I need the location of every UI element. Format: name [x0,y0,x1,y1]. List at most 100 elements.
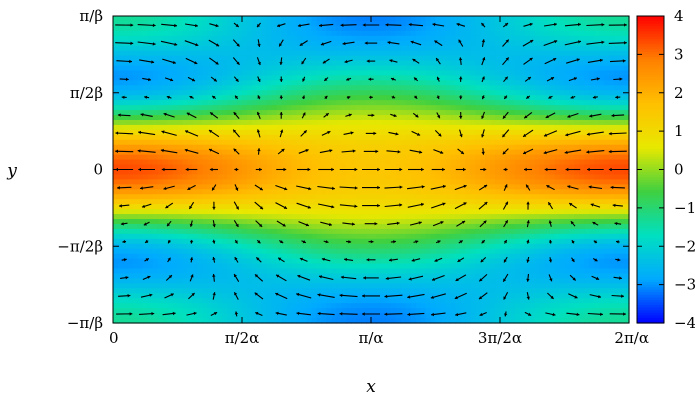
heatmap-cell [366,223,372,230]
heatmap-cell [544,214,551,220]
heatmap-cell [371,45,377,52]
heatmap-cell [192,45,198,52]
heatmap-cell [539,223,546,230]
heatmap-cell [539,90,546,96]
heatmap-cell [589,100,595,106]
heatmap-cell [440,55,447,62]
heatmap-cell [152,228,159,235]
heatmap-cell [122,134,129,141]
heatmap-cell [385,35,392,42]
heatmap-cell [465,16,471,22]
heatmap-cell [346,124,352,131]
heatmap-cell [544,194,551,200]
heatmap-cell [137,233,144,240]
heatmap-cell [281,40,288,47]
heatmap-cell [395,179,402,185]
heatmap-cell [132,243,139,250]
heatmap-cell [366,169,372,176]
heatmap-cell [266,20,273,27]
heatmap-cell [361,20,367,27]
heatmap-cell [172,209,179,215]
heatmap-cell [604,248,610,255]
heatmap-cell [113,253,119,260]
heatmap-cell [341,223,347,230]
heatmap-cell [410,20,417,27]
heatmap-cell [559,80,566,86]
heatmap-cell [609,95,615,101]
heatmap-cell [445,194,451,200]
heatmap-cell [490,174,496,180]
heatmap-cell [435,154,442,161]
heatmap-cell [485,179,491,185]
heatmap-cell [604,209,610,215]
heatmap-cell [534,115,541,121]
heatmap-cell [162,169,169,176]
heatmap-cell [624,233,630,240]
heatmap-cell [326,119,332,126]
heatmap-cell [157,115,164,121]
heatmap-cell [261,40,268,47]
heatmap-cell [281,164,288,171]
heatmap-cell [509,194,516,200]
heatmap-cell [127,65,134,72]
heatmap-cell [385,174,392,180]
heatmap-cell [594,154,600,161]
heatmap-cell [554,110,561,116]
heatmap-cell [584,105,590,111]
heatmap-cell [117,119,124,126]
heatmap-cell [137,184,144,190]
heatmap-cell [276,35,283,42]
heatmap-cell [559,110,566,116]
heatmap-cell [524,243,531,250]
heatmap-cell [579,174,585,180]
heatmap-cell [440,70,447,77]
heatmap-cell [346,70,352,77]
heatmap-cell [390,164,397,171]
heatmap-cell [604,154,610,161]
heatmap-cell [187,169,193,176]
heatmap-cell [341,243,347,250]
heatmap-cell [256,105,263,111]
heatmap-cell [544,154,551,161]
heatmap-cell [296,110,303,116]
heatmap-cell [529,95,536,101]
heatmap-cell [296,129,303,136]
heatmap-cell [321,124,327,131]
heatmap-cell [460,129,466,136]
heatmap-cell [117,219,124,225]
heatmap-cell [559,214,566,220]
heatmap-cell [222,189,228,195]
heatmap-cell [445,16,451,22]
heatmap-cell [147,55,154,62]
heatmap-cell [584,60,590,67]
heatmap-cell [450,233,456,240]
heatmap-cell [405,115,412,121]
heatmap-cell [390,159,397,166]
heatmap-cell [242,35,248,42]
heatmap-cell [415,219,422,225]
heatmap-cell [142,20,149,27]
heatmap-cell [519,105,526,111]
heatmap-cell [222,204,228,210]
heatmap-cell [192,50,198,57]
heatmap-cell [380,219,387,225]
heatmap-cell [122,214,129,220]
heatmap-cell [504,80,511,86]
heatmap-cell [559,50,566,57]
heatmap-cell [341,149,347,156]
heatmap-cell [529,40,536,47]
heatmap-cell [564,100,571,106]
heatmap-cell [336,40,342,47]
heatmap-cell [544,25,551,32]
heatmap-cell [122,154,129,161]
heatmap-cell [346,80,352,86]
heatmap-cell [599,80,605,86]
heatmap-cell [291,75,298,81]
heatmap-cell [549,65,556,72]
heatmap-cell [152,209,159,215]
heatmap-cell [395,110,402,116]
heatmap-cell [212,110,218,116]
heatmap-cell [251,124,258,131]
heatmap-cell [539,50,546,57]
heatmap-cell [624,45,630,52]
